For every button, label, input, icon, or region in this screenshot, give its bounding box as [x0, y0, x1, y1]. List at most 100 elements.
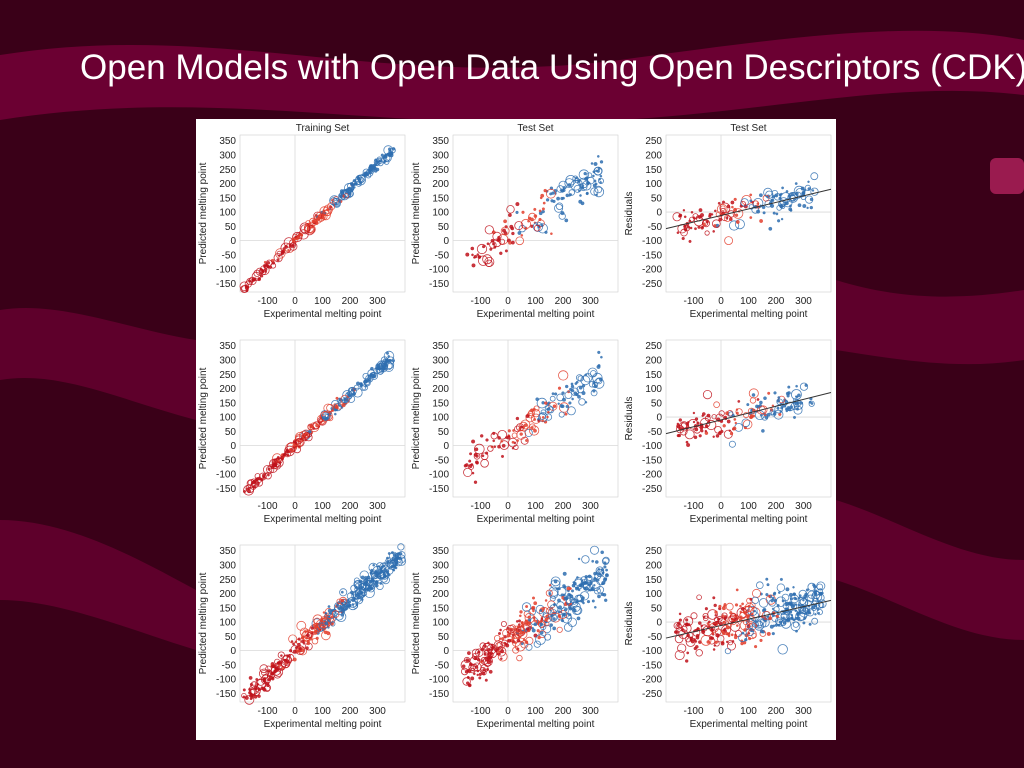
data-point	[589, 545, 599, 555]
data-point	[800, 186, 805, 191]
data-point	[263, 267, 268, 272]
figure-panel: Training Set -100 0 100 200 300 -150 -100 -50 0 50…	[196, 119, 836, 740]
data-point	[810, 187, 819, 196]
x-tick-label: 100	[740, 501, 757, 512]
data-point	[773, 409, 784, 420]
data-point	[499, 440, 510, 450]
data-point	[803, 616, 807, 620]
data-point	[589, 370, 597, 377]
data-point	[568, 401, 572, 405]
data-point	[717, 201, 721, 205]
data-point	[525, 414, 530, 418]
data-point	[568, 606, 573, 611]
data-point	[531, 409, 541, 418]
data-point	[707, 609, 718, 620]
data-point	[504, 436, 508, 439]
data-point	[525, 605, 529, 609]
data-point	[520, 419, 531, 430]
data-point	[771, 631, 775, 636]
data-point	[468, 684, 472, 687]
data-point	[758, 598, 769, 608]
data-point	[815, 600, 824, 609]
data-point	[347, 596, 359, 608]
data-point	[687, 418, 699, 430]
x-tick-label: 100	[527, 706, 544, 717]
data-point	[595, 169, 598, 173]
y-tick-label: 50	[438, 427, 450, 438]
data-point	[791, 604, 795, 609]
data-point	[560, 607, 569, 616]
data-point	[249, 682, 254, 687]
data-point	[715, 413, 724, 422]
data-point	[264, 472, 272, 480]
data-point	[805, 588, 809, 592]
data-point	[565, 595, 569, 599]
data-point	[290, 242, 296, 249]
data-point	[331, 610, 340, 618]
data-point	[604, 573, 609, 578]
x-tick-label: -100	[683, 501, 703, 512]
data-point	[759, 400, 763, 405]
data-point	[576, 576, 579, 579]
data-point	[749, 193, 753, 197]
data-point	[292, 657, 297, 662]
data-point	[492, 431, 496, 435]
data-point	[520, 436, 529, 445]
data-point	[781, 593, 790, 602]
data-point	[315, 211, 326, 222]
data-point	[513, 641, 517, 644]
data-point	[806, 608, 815, 617]
data-point	[678, 214, 682, 218]
chart-title: Training Set	[296, 123, 350, 134]
y-tick-label: -100	[429, 675, 449, 686]
data-point	[804, 592, 809, 597]
x-tick-label: 300	[369, 296, 386, 307]
data-point	[593, 584, 596, 587]
data-point	[551, 392, 555, 396]
data-point	[362, 373, 369, 380]
data-point	[583, 373, 593, 383]
data-point	[564, 391, 573, 400]
data-point	[682, 209, 686, 212]
data-point	[245, 285, 250, 289]
y-tick-label: 250	[645, 136, 662, 147]
data-point	[805, 195, 814, 204]
data-point	[802, 203, 807, 208]
data-point	[740, 201, 747, 208]
data-point	[478, 676, 482, 680]
data-point	[540, 224, 544, 227]
data-point	[582, 581, 593, 592]
x-tick-label: 100	[314, 706, 331, 717]
data-point	[508, 437, 518, 448]
data-point	[312, 421, 321, 430]
data-point	[474, 447, 479, 452]
data-point	[604, 598, 608, 602]
data-point	[712, 648, 716, 651]
data-point	[471, 253, 474, 257]
y-tick-label: 100	[645, 179, 662, 190]
data-point	[761, 205, 766, 210]
data-point	[694, 645, 699, 649]
data-point	[537, 219, 545, 228]
data-point	[761, 610, 771, 620]
data-point	[693, 435, 698, 440]
data-point	[778, 412, 782, 416]
data-point	[379, 581, 383, 585]
data-point	[517, 628, 521, 632]
data-point	[478, 672, 482, 676]
data-point	[796, 395, 799, 399]
data-point	[752, 620, 759, 628]
data-point	[493, 245, 497, 249]
data-point	[550, 232, 553, 235]
data-point	[501, 637, 505, 641]
data-point	[295, 237, 298, 241]
data-point	[768, 226, 773, 231]
x-tick-label: 0	[718, 706, 724, 717]
chart-title: Test Set	[517, 123, 553, 134]
y-tick-label: 300	[432, 560, 449, 571]
x-tick-label: 0	[292, 501, 298, 512]
data-point	[601, 557, 610, 565]
y-tick-label: 350	[219, 136, 236, 147]
scatter-panel-6: -100 0 100 200 300 -250 -200 -150 -100 -50 0 50 100 1…	[624, 339, 832, 525]
data-point	[712, 230, 716, 233]
